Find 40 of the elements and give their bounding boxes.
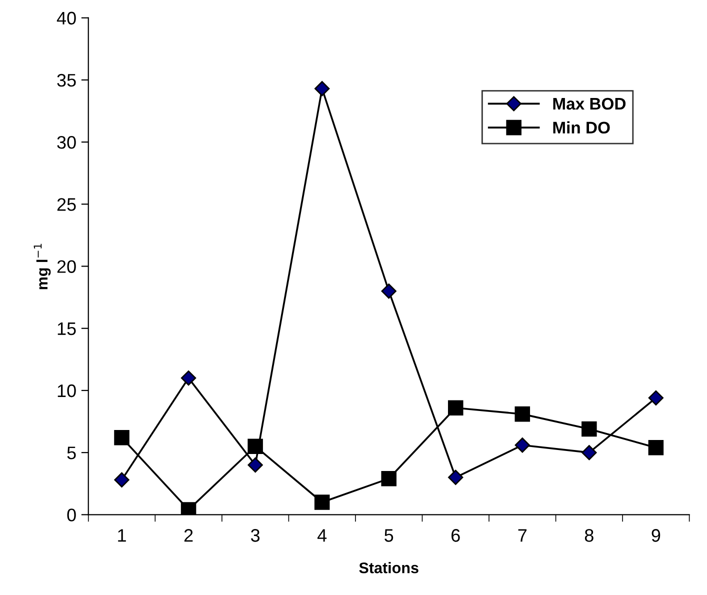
point — [448, 470, 464, 485]
point — [114, 472, 130, 488]
y-tick-label: 30 — [57, 136, 76, 149]
point — [514, 406, 530, 422]
y-tick-label: 10 — [58, 384, 76, 398]
x-tick-label: 4 — [317, 529, 327, 542]
y-tick-label: 35 — [57, 74, 76, 87]
x-axis-title: Stations — [359, 562, 418, 574]
x-tick-label: 9 — [652, 529, 660, 542]
point — [180, 502, 196, 515]
y-tick-label: 5 — [67, 446, 76, 460]
point — [314, 494, 330, 510]
x-tick-label: 7 — [518, 529, 527, 542]
y-axis-title: mg l$^{−1}$ — [34, 244, 51, 290]
x-tick-label: 3 — [250, 529, 260, 542]
x-tick-label: 1 — [118, 529, 126, 542]
legend-label: Max BOD — [553, 98, 626, 110]
x-tick-label: 6 — [452, 529, 460, 542]
y-tick-label: 20 — [57, 260, 76, 273]
point — [114, 430, 130, 446]
point — [448, 400, 464, 416]
point — [582, 421, 597, 437]
point — [314, 81, 330, 96]
x-tick-label: 2 — [184, 529, 193, 542]
point — [180, 370, 196, 386]
point — [381, 471, 396, 486]
point — [248, 457, 263, 473]
point — [582, 445, 597, 460]
y-tick-label: 15 — [58, 322, 76, 336]
y-tick-label: 0 — [67, 508, 76, 522]
y-tick-label: 25 — [57, 198, 76, 211]
y-tick-label: 40 — [56, 12, 76, 25]
point — [514, 438, 530, 453]
point — [248, 438, 263, 454]
point — [648, 440, 664, 456]
x-tick-label: 8 — [584, 529, 594, 542]
point — [648, 390, 664, 406]
point — [381, 284, 396, 299]
x-tick-label: 5 — [384, 529, 394, 542]
legend-label: Min DO — [553, 121, 610, 134]
